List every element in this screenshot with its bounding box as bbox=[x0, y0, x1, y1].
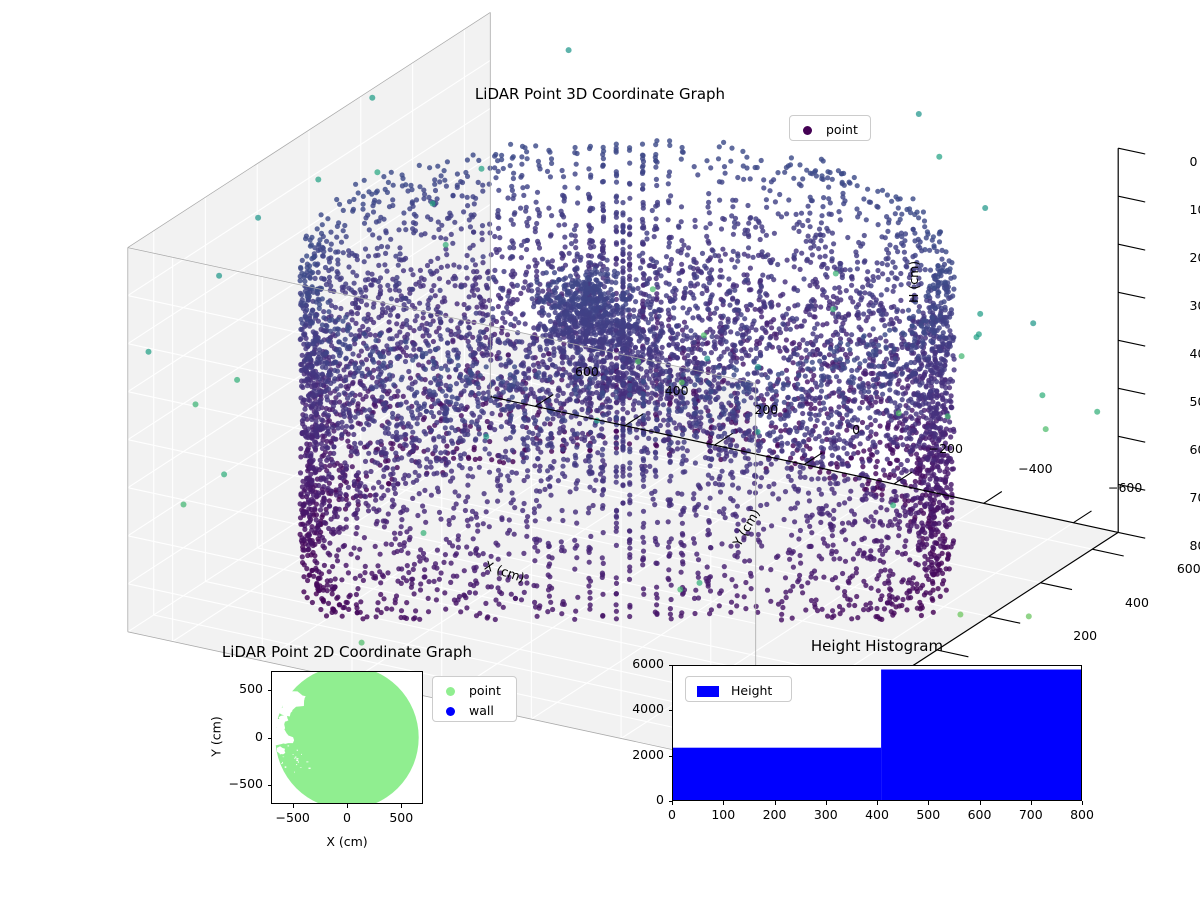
x-tick-label-hist: 700 bbox=[1018, 807, 1043, 822]
z-axis-label-3d: H (cm) bbox=[906, 260, 921, 303]
z-tick-label-3d: 700 bbox=[1189, 489, 1200, 505]
y-tick-label-3d: 600 bbox=[575, 363, 599, 379]
y-tick-label-hist: 6000 bbox=[632, 656, 664, 671]
lidar-3d-title: LiDAR Point 3D Coordinate Graph bbox=[474, 85, 726, 103]
y-tick-mark-2d bbox=[267, 785, 271, 786]
y-tick-mark-2d bbox=[267, 690, 271, 691]
x-tick-label-hist: 200 bbox=[762, 807, 787, 822]
y-tick-label-3d: 0 bbox=[852, 421, 861, 437]
legend-label-point: point bbox=[469, 682, 501, 698]
x-tick-label-hist: 0 bbox=[668, 807, 676, 822]
x-tick-mark-hist bbox=[1082, 801, 1083, 805]
legend-label-point: point bbox=[826, 121, 858, 137]
lidar-2d-canvas bbox=[271, 671, 423, 804]
x-tick-label-hist: 100 bbox=[711, 807, 736, 822]
x-tick-mark-2d bbox=[401, 804, 403, 808]
x-tick-label-2d: 0 bbox=[343, 810, 351, 825]
wall-marker-icon bbox=[445, 706, 455, 716]
z-tick-label-3d: 100 bbox=[1189, 201, 1200, 217]
legend-entry-height: Height bbox=[691, 680, 786, 700]
point-marker-icon bbox=[445, 686, 455, 696]
y-tick-mark-hist bbox=[668, 755, 672, 757]
x-axis-label-2d: X (cm) bbox=[326, 834, 368, 849]
y-tick-label-3d: 400 bbox=[664, 383, 689, 399]
x-tick-mark-hist bbox=[877, 801, 878, 805]
y-tick-mark-hist bbox=[668, 801, 672, 802]
x-tick-label-2d: −500 bbox=[275, 810, 310, 825]
x-tick-mark-hist bbox=[1030, 801, 1032, 805]
legend-entry-point: point bbox=[437, 680, 512, 700]
x-tick-mark-hist bbox=[774, 801, 776, 805]
z-tick-label-3d: 800 bbox=[1189, 537, 1200, 553]
legend-entry-point: point bbox=[794, 119, 866, 139]
lidar-2d-legend: point wall bbox=[432, 676, 517, 722]
y-tick-label-2d: −500 bbox=[228, 776, 263, 791]
y-axis-label-3d: Y (cm) bbox=[729, 506, 763, 549]
histogram-title: Height Histogram bbox=[810, 637, 944, 655]
z-tick-label-3d: 300 bbox=[1189, 297, 1200, 313]
point-marker-icon bbox=[802, 125, 812, 135]
lidar-3d-legend: point bbox=[789, 115, 871, 141]
x-tick-mark-2d bbox=[292, 804, 294, 808]
y-tick-label-3d: −400 bbox=[1018, 460, 1053, 476]
x-tick-mark-hist bbox=[825, 801, 827, 805]
lidar-2d-plot-area bbox=[271, 671, 423, 804]
y-tick-mark-2d bbox=[267, 737, 271, 739]
x-tick-label-hist: 800 bbox=[1070, 807, 1094, 822]
x-tick-label-3d: 200 bbox=[1073, 628, 1098, 644]
x-tick-mark-hist bbox=[672, 801, 673, 805]
lidar-2d-title: LiDAR Point 2D Coordinate Graph bbox=[221, 643, 473, 661]
x-tick-label-2d: 500 bbox=[389, 810, 414, 825]
x-tick-mark-hist bbox=[723, 801, 725, 805]
x-tick-label-hist: 500 bbox=[916, 807, 941, 822]
x-tick-label-hist: 400 bbox=[865, 807, 889, 822]
x-tick-label-3d: 400 bbox=[1125, 594, 1149, 610]
legend-marker-height bbox=[691, 681, 725, 700]
histogram-legend: Height bbox=[685, 676, 792, 702]
z-tick-label-3d: 0 bbox=[1189, 153, 1198, 169]
z-tick-label-3d: 500 bbox=[1189, 393, 1200, 409]
x-tick-mark-2d bbox=[347, 804, 348, 808]
y-tick-label-3d: 200 bbox=[754, 402, 779, 418]
x-tick-label-3d: 600 bbox=[1176, 561, 1200, 577]
legend-marker-point bbox=[794, 120, 820, 139]
legend-label-wall: wall bbox=[469, 702, 494, 718]
z-tick-label-3d: 200 bbox=[1189, 249, 1200, 265]
y-tick-label-hist: 0 bbox=[656, 792, 664, 807]
y-axis-label-2d: Y (cm) bbox=[208, 715, 224, 757]
y-tick-label-hist: 4000 bbox=[632, 701, 664, 717]
legend-marker-point bbox=[437, 681, 463, 700]
y-tick-label-3d: −600 bbox=[1108, 480, 1143, 496]
y-tick-label-3d: −200 bbox=[928, 441, 963, 457]
x-tick-mark-hist bbox=[979, 801, 981, 805]
z-tick-label-3d: 400 bbox=[1189, 345, 1200, 361]
legend-label-height: Height bbox=[731, 682, 773, 698]
y-tick-label-2d: 500 bbox=[239, 681, 263, 696]
z-tick-label-3d: 600 bbox=[1189, 441, 1200, 457]
x-axis-label-3d: X (cm) bbox=[482, 557, 527, 586]
x-tick-label-hist: 600 bbox=[967, 807, 992, 822]
legend-marker-wall bbox=[437, 701, 463, 720]
y-tick-mark-hist bbox=[668, 710, 672, 712]
x-tick-mark-hist bbox=[928, 801, 930, 805]
height-patch-icon bbox=[697, 685, 719, 697]
x-tick-label-hist: 300 bbox=[813, 807, 838, 822]
legend-entry-wall: wall bbox=[437, 700, 512, 720]
y-tick-mark-hist bbox=[668, 665, 672, 666]
y-tick-label-hist: 2000 bbox=[632, 746, 664, 762]
